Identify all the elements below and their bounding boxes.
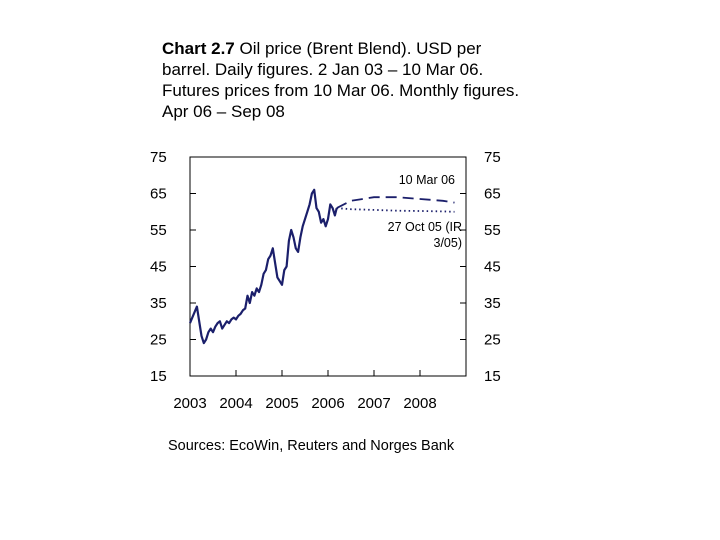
y-tick-label-left-35: 35 [150, 295, 167, 312]
y-tick-label-left-75: 75 [150, 149, 167, 166]
series-line-10-mar-06 [336, 196, 455, 209]
y-tick-label-right-35: 35 [484, 295, 501, 312]
chart-source: Sources: EcoWin, Reuters and Norges Bank [168, 438, 455, 454]
chart-title: Chart 2.7 Oil price (Brent Blend). USD p… [162, 38, 522, 122]
y-tick-label-right-15: 15 [484, 368, 501, 385]
x-tick-label-2007: 2007 [357, 395, 390, 412]
x-tick-label-2003: 2003 [173, 395, 206, 412]
y-tick-label-right-55: 55 [484, 222, 501, 239]
y-tick-label-left-25: 25 [150, 332, 167, 349]
y-tick-label-right-65: 65 [484, 186, 501, 203]
y-tick-label-left-65: 65 [150, 186, 167, 203]
x-tick-label-2008: 2008 [403, 395, 436, 412]
annotation-10-mar-06: 10 Mar 06 [399, 173, 455, 187]
chart-title-number: Chart 2.7 [162, 39, 235, 58]
y-tick-label-right-75: 75 [484, 149, 501, 166]
x-tick-label-2005: 2005 [265, 395, 298, 412]
x-tick-label-2006: 2006 [311, 395, 344, 412]
series-line-27-oct-05-ir-3-05- [336, 207, 455, 213]
y-tick-label-left-45: 45 [150, 259, 167, 276]
y-tick-label-right-25: 25 [484, 332, 501, 349]
y-tick-label-left-55: 55 [150, 222, 167, 239]
annotation-27-oct-05: 27 Oct 05 (IR 3/05) [388, 220, 462, 250]
series-line-spot-price [188, 188, 338, 345]
plot-frame [189, 156, 467, 377]
y-tick-label-right-45: 45 [484, 259, 501, 276]
y-tick-label-left-15: 15 [150, 368, 167, 385]
chart-title-text: Oil price (Brent Blend). USD per barrel.… [162, 39, 520, 121]
x-tick-label-2004: 2004 [219, 395, 252, 412]
